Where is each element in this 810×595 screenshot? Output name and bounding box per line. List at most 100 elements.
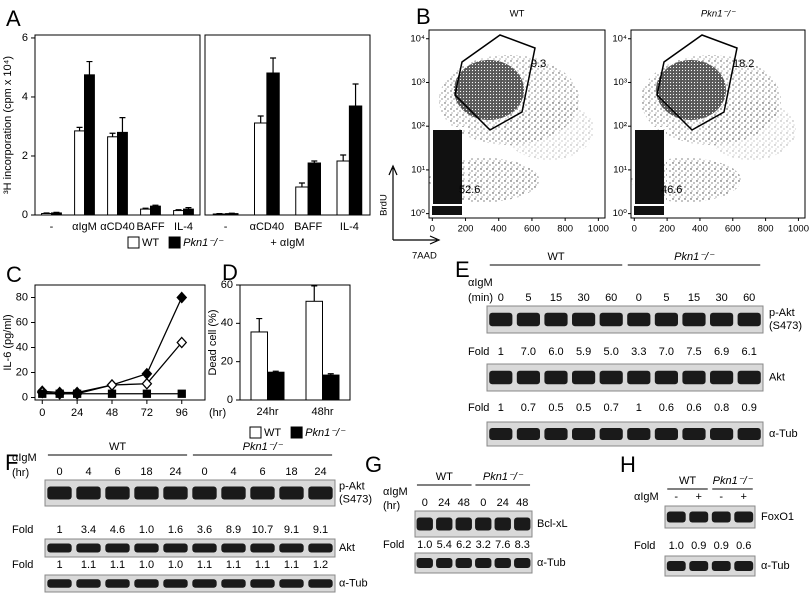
y-tick-label: 0	[227, 394, 233, 406]
band	[221, 486, 246, 500]
band	[105, 579, 130, 588]
band	[572, 370, 596, 385]
band	[666, 561, 686, 571]
x-tick-label: 24	[71, 407, 83, 419]
event-cloud	[454, 60, 524, 120]
band	[436, 558, 453, 568]
bar	[250, 331, 268, 401]
fold-value: 8.9	[226, 524, 241, 536]
band	[516, 428, 540, 440]
x-tick-label: 48	[106, 407, 118, 419]
y-tick-label: 10²	[411, 121, 425, 132]
fold-label: Fold	[468, 402, 489, 414]
panel-letter: H	[620, 452, 636, 477]
plot-frame	[630, 29, 806, 219]
y-tick-label: 20	[16, 366, 28, 378]
y-tick-label: 60	[221, 279, 233, 291]
error-bar	[119, 117, 126, 133]
error-bar	[311, 160, 318, 163]
x-tick-label: 72	[141, 407, 153, 419]
band	[192, 486, 217, 500]
lane-label: -	[674, 491, 678, 503]
band	[737, 312, 761, 327]
fold-value: 5.0	[604, 346, 619, 358]
fold-value: 7.5	[686, 346, 701, 358]
band	[163, 543, 188, 553]
x-tick-label: BAFF	[294, 221, 322, 233]
fold-value: 1.0	[139, 559, 154, 571]
x-tick-label: -	[224, 221, 228, 233]
fold-value: 1	[498, 346, 504, 358]
gate-percent: 18.2	[733, 58, 754, 70]
protein-label: Bcl-xL	[537, 518, 568, 530]
band	[627, 370, 651, 385]
bar	[74, 130, 85, 216]
band	[666, 511, 686, 523]
band	[47, 486, 72, 500]
fold-value: 0.5	[576, 402, 591, 414]
fold-value: 5.4	[437, 539, 452, 551]
band	[734, 511, 754, 523]
bar	[266, 72, 280, 216]
marker	[55, 389, 64, 398]
blot-strip	[664, 555, 756, 577]
fold-value: 0.9	[742, 402, 757, 414]
bar	[117, 131, 128, 216]
lane-label: 60	[605, 292, 617, 304]
band	[105, 543, 130, 553]
x-tick-label: 600	[725, 224, 741, 235]
band	[221, 579, 246, 588]
y-tick-label: 2	[22, 150, 28, 162]
fold-value: 1.1	[226, 559, 241, 571]
lane-label: 6	[114, 466, 120, 478]
marker	[176, 291, 188, 304]
y-tick-label: 10³	[411, 77, 425, 88]
x-tick-label: 48hr	[311, 406, 333, 418]
error-bar	[270, 57, 277, 73]
band	[455, 517, 472, 531]
protein-label: FoxO1	[761, 511, 794, 523]
x-axis-label: (hr)	[209, 407, 226, 419]
error-bar	[76, 126, 83, 131]
x-tick-label: 0	[632, 224, 637, 235]
lane-label: +	[696, 491, 702, 503]
x-tick-label: -	[50, 221, 54, 233]
event-cloud	[706, 100, 796, 160]
line	[42, 297, 183, 394]
lane-label: 0	[636, 292, 642, 304]
fold-value: 1.1	[110, 559, 125, 571]
band	[711, 511, 731, 523]
marker	[38, 389, 47, 398]
band	[572, 428, 596, 440]
protein-label: Akt	[769, 371, 785, 383]
treatment-label: αIgM	[12, 452, 37, 464]
bar	[295, 186, 309, 216]
y-tick-label: 10³	[613, 77, 627, 88]
fold-value: 1	[56, 559, 62, 571]
x-tick-label: 0	[39, 407, 45, 419]
x-tick-label: 24hr	[256, 406, 278, 418]
legend-label: WT	[142, 237, 159, 249]
lane-label: 0	[56, 466, 62, 478]
band	[689, 511, 709, 523]
x-tick-label: 800	[758, 224, 774, 235]
x-tick-label: αIgM	[72, 221, 97, 233]
y-tick-label: 40	[16, 341, 28, 353]
lane-label: 60	[743, 292, 755, 304]
band	[134, 579, 159, 588]
group-label: Pkn1⁻/⁻	[713, 475, 754, 487]
bar	[107, 136, 118, 216]
fold-value: 4.6	[110, 524, 125, 536]
marker	[142, 389, 152, 398]
band	[192, 543, 217, 553]
fold-value: 7.6	[495, 539, 510, 551]
protein-label: p-Akt	[769, 307, 795, 319]
protein-label: Akt	[339, 542, 355, 554]
y-tick-label: 10⁴	[410, 33, 425, 44]
band	[76, 543, 101, 553]
band	[682, 312, 706, 327]
blot-strip	[664, 505, 756, 529]
band	[416, 517, 433, 531]
band	[627, 428, 651, 440]
band	[250, 579, 275, 588]
